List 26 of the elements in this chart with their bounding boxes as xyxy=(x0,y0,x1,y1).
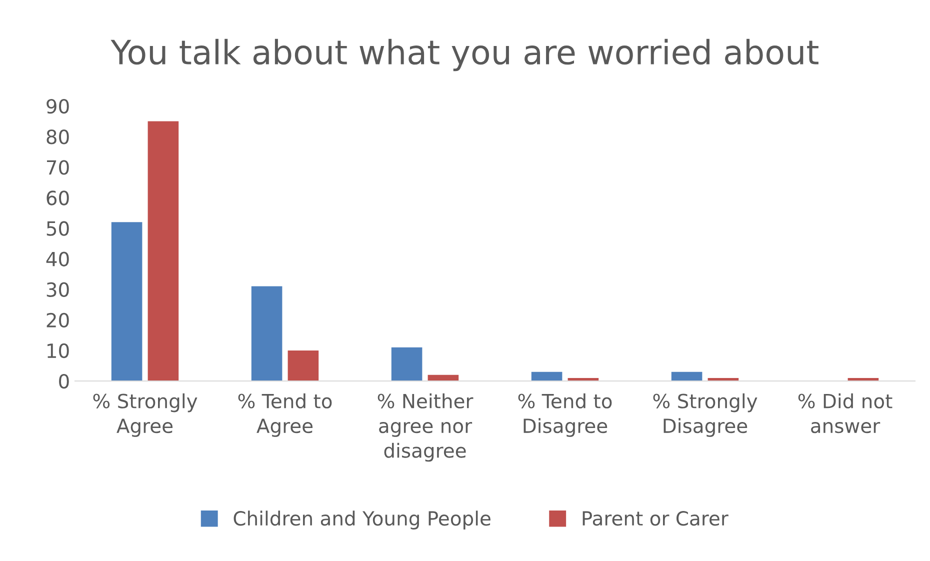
x-tick-label: % Tend to Disagree xyxy=(518,393,612,437)
y-tick-label: 30 xyxy=(46,282,69,297)
y-tick-label: 90 xyxy=(46,98,69,114)
y-tick-label: 50 xyxy=(46,221,69,236)
y-tick-label: 10 xyxy=(48,343,69,358)
legend-label: Children and Young People xyxy=(234,510,490,530)
bar xyxy=(111,222,142,381)
bar xyxy=(288,350,319,381)
y-tick-label: 60 xyxy=(46,190,69,206)
y-tick-label: 40 xyxy=(46,252,69,266)
bar xyxy=(391,347,422,381)
chart-title: You talk about what you are worried about xyxy=(110,38,818,72)
y-tick-label: 80 xyxy=(46,130,69,144)
x-tick-label: % Did not answer xyxy=(798,393,892,434)
bar xyxy=(148,121,179,381)
x-tick-label: % Strongly Agree xyxy=(93,393,198,437)
x-tick-label: % Tend to Agree xyxy=(238,393,332,437)
bar xyxy=(251,286,282,381)
bar xyxy=(671,372,702,381)
y-tick-label: 0 xyxy=(59,374,69,389)
y-tick-label: 70 xyxy=(46,160,69,175)
x-tick-label: % Strongly Disagree xyxy=(653,393,758,437)
y-tick-label: 20 xyxy=(46,312,69,328)
x-tick-label: % Neither agree nor disagree xyxy=(378,393,474,462)
bar xyxy=(531,372,562,381)
legend-label: Parent or Carer xyxy=(582,511,728,526)
